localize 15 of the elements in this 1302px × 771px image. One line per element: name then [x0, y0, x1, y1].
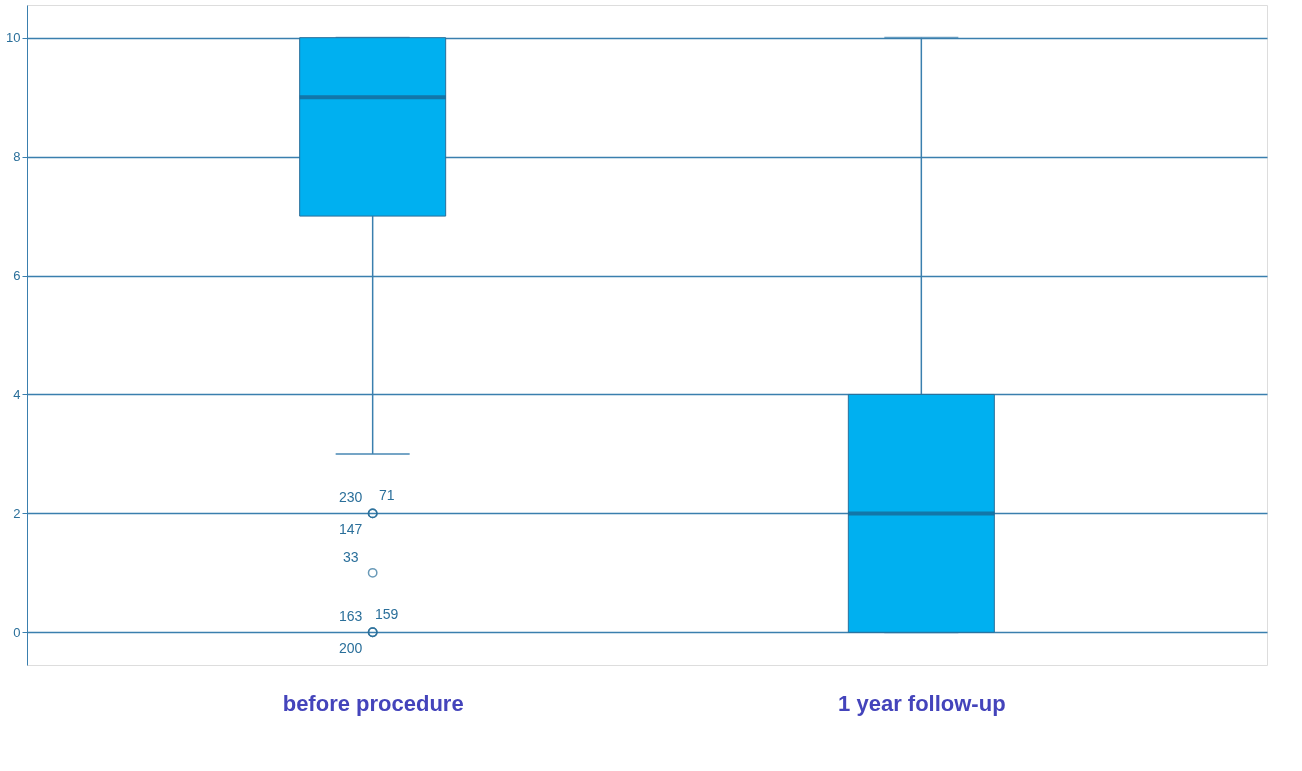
x-tick-label: 1 year follow-up [838, 690, 1006, 716]
y-tick-label: 4 [13, 386, 21, 402]
annotation: 159 [374, 606, 399, 623]
annotation: 147 [338, 521, 363, 538]
y-tick-label: 0 [13, 624, 21, 640]
annotation: 163 [338, 608, 363, 625]
annotation: 230 [338, 489, 363, 506]
y-tick-label: 8 [13, 149, 21, 165]
y-tick-label: 6 [13, 268, 21, 284]
annotation: 200 [338, 640, 363, 657]
x-tick-label: before procedure [282, 690, 464, 716]
y-tick-label: 2 [13, 505, 21, 521]
annotation: 33 [342, 548, 359, 565]
annotation: 71 [378, 487, 395, 504]
y-tick-label: 10 [6, 30, 21, 46]
